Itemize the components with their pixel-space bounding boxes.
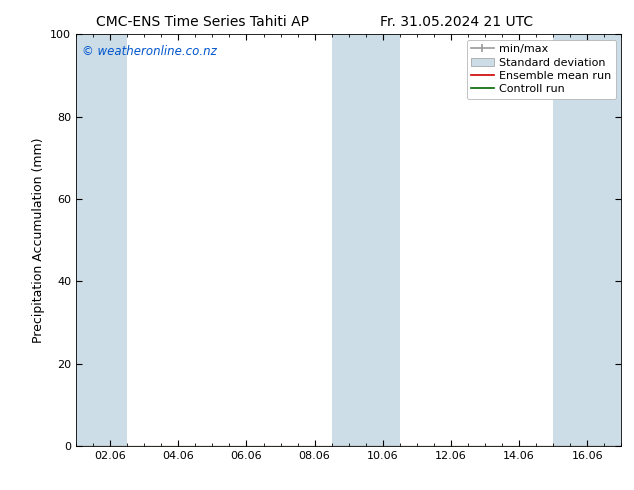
Text: Fr. 31.05.2024 21 UTC: Fr. 31.05.2024 21 UTC (380, 15, 533, 29)
Text: CMC-ENS Time Series Tahiti AP: CMC-ENS Time Series Tahiti AP (96, 15, 309, 29)
Bar (553, 34, 621, 446)
Bar (76, 34, 127, 446)
Text: © weatheronline.co.nz: © weatheronline.co.nz (82, 45, 216, 58)
Legend: min/max, Standard deviation, Ensemble mean run, Controll run: min/max, Standard deviation, Ensemble me… (467, 40, 616, 99)
Y-axis label: Precipitation Accumulation (mm): Precipitation Accumulation (mm) (32, 137, 44, 343)
Bar (332, 34, 400, 446)
